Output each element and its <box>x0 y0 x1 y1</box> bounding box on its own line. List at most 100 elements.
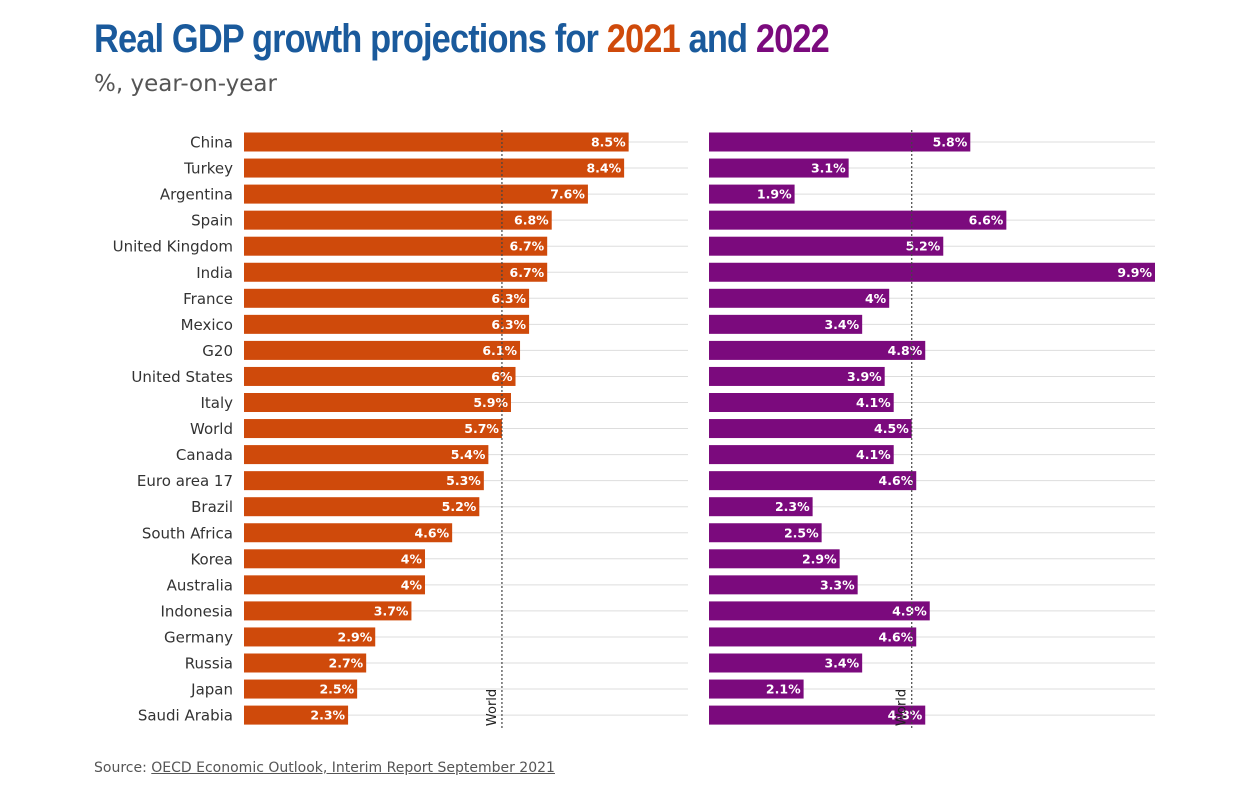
value-label-2022: 4% <box>865 291 887 306</box>
category-label: France <box>183 290 233 308</box>
bar-2021[interactable] <box>244 184 588 204</box>
gdp-bar-chart: China Turkey Argentina Spain United Kingdom I… <box>113 130 1155 730</box>
value-label-2021: 4% <box>401 577 423 592</box>
bar-2021[interactable] <box>244 679 358 699</box>
bar-2021[interactable] <box>244 523 453 543</box>
world-reference-label-2022: World <box>895 689 910 726</box>
value-label-2022: 3.3% <box>820 577 855 592</box>
bar-2022[interactable] <box>709 445 894 465</box>
value-label-2022: 4.6% <box>879 473 914 488</box>
category-label: Saudi Arabia <box>138 707 233 725</box>
value-label-2022: 6.6% <box>969 213 1004 228</box>
bar-2021[interactable] <box>244 705 349 725</box>
category-label: Mexico <box>181 316 233 334</box>
value-label-2021: 6% <box>491 369 513 384</box>
category-label: Spain <box>191 212 233 230</box>
bar-2022[interactable] <box>709 132 971 152</box>
bar-2022[interactable] <box>709 210 1007 230</box>
bar-2022[interactable] <box>709 236 944 256</box>
source-link[interactable]: OECD Economic Outlook, Interim Report Se… <box>151 760 555 776</box>
category-label: Germany <box>164 628 233 646</box>
value-label-2021: 5.2% <box>442 499 477 514</box>
value-label-2021: 2.9% <box>338 629 373 644</box>
category-label: Canada <box>176 446 233 464</box>
value-label-2021: 8.5% <box>591 135 626 150</box>
bar-2022[interactable] <box>709 575 858 595</box>
category-label: Russia <box>185 655 233 673</box>
bar-2022[interactable] <box>709 262 1155 282</box>
source-note: Source: OECD Economic Outlook, Interim R… <box>94 760 555 776</box>
value-label-2021: 4% <box>401 551 423 566</box>
bar-2021[interactable] <box>244 393 511 412</box>
bar-2022[interactable] <box>709 679 804 699</box>
bar-2021[interactable] <box>244 419 502 439</box>
bar-2021[interactable] <box>244 366 516 386</box>
bar-2021[interactable] <box>244 340 521 360</box>
value-label-2021: 6.3% <box>491 317 526 332</box>
value-label-2022: 4.1% <box>856 395 891 410</box>
title-middle: and <box>679 17 756 61</box>
value-label-2022: 1.9% <box>757 187 792 202</box>
value-label-2022: 2.9% <box>802 551 837 566</box>
bar-2021[interactable] <box>244 262 548 282</box>
bar-2022[interactable] <box>709 288 890 308</box>
bar-2022[interactable] <box>709 601 930 621</box>
category-label: United Kingdom <box>113 238 233 256</box>
bar-2022[interactable] <box>709 184 795 204</box>
value-label-2021: 5.9% <box>473 395 508 410</box>
bar-2022[interactable] <box>709 523 822 543</box>
category-label: Indonesia <box>160 602 233 620</box>
bar-2022[interactable] <box>709 419 912 439</box>
value-label-2022: 4.6% <box>879 629 914 644</box>
bar-2021[interactable] <box>244 445 489 465</box>
category-label: World <box>190 420 233 438</box>
bar-2021[interactable] <box>244 653 367 673</box>
value-label-2021: 8.4% <box>586 161 621 176</box>
category-label: United States <box>131 368 233 386</box>
value-label-2022: 5.8% <box>933 135 968 150</box>
bar-2021[interactable] <box>244 236 548 256</box>
bar-2022[interactable] <box>709 627 917 647</box>
bar-2022[interactable] <box>709 497 813 517</box>
bar-2022[interactable] <box>709 158 849 178</box>
bar-2021[interactable] <box>244 549 426 569</box>
bar-2022[interactable] <box>709 653 863 673</box>
bar-2022[interactable] <box>709 705 926 725</box>
bar-2022[interactable] <box>709 549 840 569</box>
value-label-2021: 7.6% <box>550 187 585 202</box>
value-label-2021: 5.7% <box>464 421 499 436</box>
category-label: China <box>190 134 233 152</box>
category-label: Brazil <box>191 498 233 516</box>
value-label-2022: 4.9% <box>892 603 927 618</box>
value-label-2022: 3.9% <box>847 369 882 384</box>
bar-2021[interactable] <box>244 158 625 178</box>
category-label: Korea <box>190 550 233 568</box>
value-label-2022: 3.4% <box>824 656 859 671</box>
category-label: Italy <box>200 394 233 412</box>
bar-2021[interactable] <box>244 288 530 308</box>
category-label: Japan <box>190 681 233 699</box>
bar-2022[interactable] <box>709 366 885 386</box>
bar-2021[interactable] <box>244 132 629 152</box>
value-label-2022: 9.9% <box>1117 265 1152 280</box>
bar-2021[interactable] <box>244 314 530 334</box>
value-label-2021: 5.3% <box>446 473 481 488</box>
value-label-2022: 2.5% <box>784 525 819 540</box>
value-label-2021: 6.3% <box>491 291 526 306</box>
bar-2021[interactable] <box>244 497 480 517</box>
bar-2022[interactable] <box>709 314 863 334</box>
bar-2022[interactable] <box>709 340 926 360</box>
bar-2021[interactable] <box>244 601 412 621</box>
bar-2021[interactable] <box>244 575 426 595</box>
value-label-2022: 3.4% <box>824 317 859 332</box>
bar-2022[interactable] <box>709 471 917 491</box>
title-year-2022: 2022 <box>755 17 830 61</box>
value-label-2022: 4.8% <box>888 343 923 358</box>
value-label-2021: 6.8% <box>514 213 549 228</box>
bar-2021[interactable] <box>244 471 484 491</box>
bar-2022[interactable] <box>709 393 894 412</box>
bar-2021[interactable] <box>244 627 376 647</box>
bar-2021[interactable] <box>244 210 552 230</box>
world-reference-label-2021: World <box>485 689 500 726</box>
category-label: Euro area 17 <box>137 472 233 490</box>
